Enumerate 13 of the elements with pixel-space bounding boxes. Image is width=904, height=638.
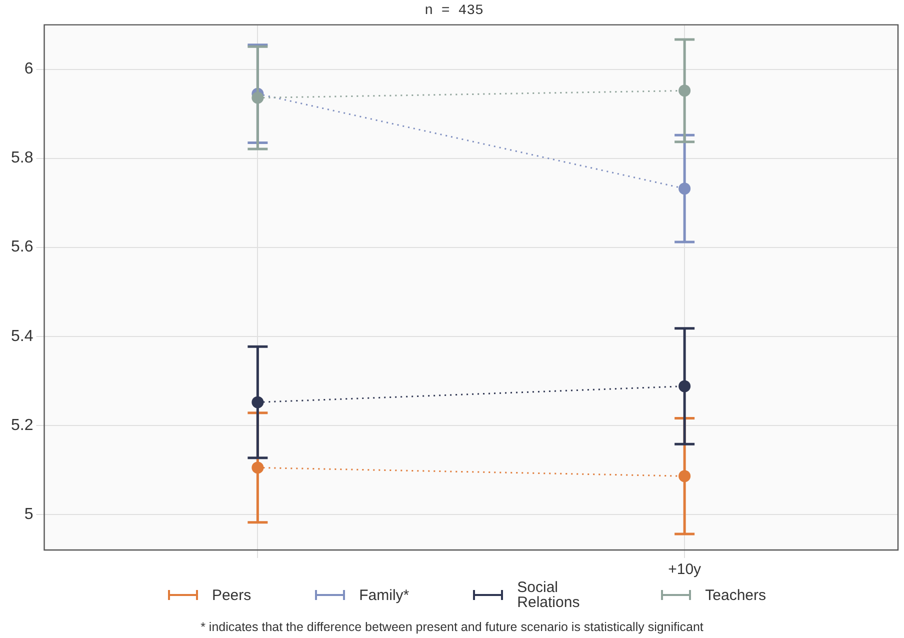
y-tick-label: 5.8 (10, 150, 34, 167)
y-tick-label: 5 (24, 506, 34, 523)
x-tick-label: +10y (668, 561, 702, 578)
y-tick-label: 5.4 (10, 328, 34, 345)
y-tick-label: 5.6 (10, 238, 34, 256)
legend-label: Family* (359, 586, 410, 604)
y-tick-label: 6 (24, 60, 34, 78)
chart-title: n = 435 (424, 3, 484, 20)
legend-label: Peers (212, 586, 252, 604)
legend-label: Social Relations (517, 579, 581, 611)
legend-label: Teachers (705, 586, 766, 604)
text: * indicates that the difference between present and future scenario is statistically significant (200, 620, 704, 634)
y-tick-label: 5.2 (10, 416, 34, 434)
